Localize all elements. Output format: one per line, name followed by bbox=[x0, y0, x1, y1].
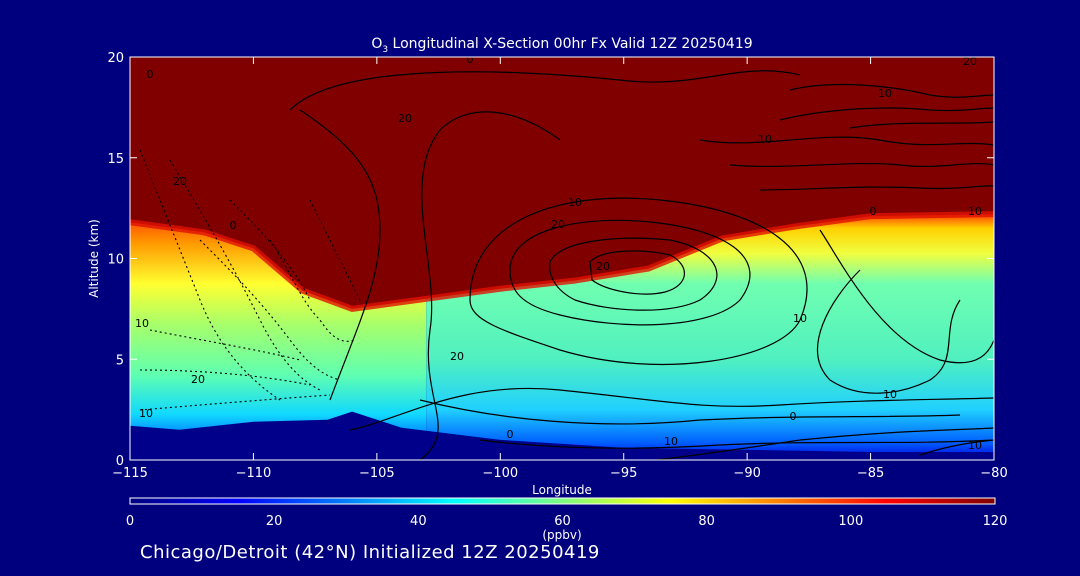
y-tick-label: 10 bbox=[107, 253, 124, 268]
contour-label: 10 bbox=[135, 317, 149, 330]
colorbar-tick-label: 80 bbox=[698, 514, 715, 529]
contour-line-dotted bbox=[169, 159, 321, 391]
colorbar-tick-label: 20 bbox=[266, 514, 283, 529]
contour-label: 20 bbox=[551, 218, 565, 231]
contour-line-dotted bbox=[139, 394, 331, 411]
contour-label: 0 bbox=[790, 410, 797, 423]
contour-label: 20 bbox=[191, 373, 205, 386]
y-tick-label: 15 bbox=[107, 152, 124, 167]
x-tick-label: −110 bbox=[236, 466, 272, 481]
y-tick-label: 0 bbox=[116, 454, 124, 469]
contour-line bbox=[779, 107, 994, 121]
contour-line bbox=[419, 399, 961, 425]
contour-line-dotted bbox=[139, 369, 311, 386]
contour-label: 20 bbox=[173, 175, 187, 188]
colorbar-label: (ppbv) bbox=[542, 528, 581, 542]
x-tick-label: −95 bbox=[610, 466, 637, 481]
contour-line bbox=[289, 70, 801, 111]
contour-line bbox=[817, 269, 961, 394]
contour-line bbox=[699, 136, 994, 146]
contour-label: 10 bbox=[664, 435, 678, 448]
contour-label: 10 bbox=[883, 388, 897, 401]
contour-line bbox=[419, 111, 561, 460]
contour-line bbox=[849, 121, 994, 129]
contour-line-dotted bbox=[149, 329, 301, 361]
contour-label: 10 bbox=[793, 312, 807, 325]
contour-label: 0 bbox=[870, 205, 877, 218]
contour-line bbox=[479, 439, 994, 449]
contour-label: 0 bbox=[230, 219, 237, 232]
contour-label: 10 bbox=[968, 439, 982, 452]
y-tick-label: 20 bbox=[107, 51, 124, 66]
y-axis-label: Altitude (km) bbox=[87, 219, 101, 298]
contour-line bbox=[819, 229, 994, 364]
x-tick-label: −90 bbox=[733, 466, 760, 481]
contour-line bbox=[509, 219, 751, 326]
contour-label: 10 bbox=[568, 196, 582, 209]
contour-label: 20 bbox=[450, 350, 464, 363]
contour-line bbox=[759, 185, 994, 191]
colorbar bbox=[129, 497, 996, 505]
contour-line bbox=[469, 197, 808, 365]
contour-label: 10 bbox=[878, 87, 892, 100]
contour-line-dotted bbox=[139, 149, 281, 401]
colorbar-tick-label: 40 bbox=[410, 514, 427, 529]
contour-line bbox=[349, 387, 994, 431]
colorbar-tick-label: 60 bbox=[554, 514, 571, 529]
y-tick-label: 5 bbox=[116, 353, 124, 368]
contour-label: 10 bbox=[758, 133, 772, 146]
x-axis-label: Longitude bbox=[532, 483, 592, 497]
colorbar-tick-label: 100 bbox=[838, 514, 863, 529]
contour-line bbox=[650, 427, 994, 460]
x-tick-label: −105 bbox=[359, 466, 395, 481]
contour-line bbox=[729, 162, 994, 168]
colorbar-tick-label: 0 bbox=[126, 514, 134, 529]
contour-label: 10 bbox=[139, 407, 153, 420]
transition-band bbox=[130, 211, 994, 312]
contour-label: 0 bbox=[507, 428, 514, 441]
contour-label: 0 bbox=[467, 53, 474, 66]
contour-line bbox=[299, 109, 381, 401]
x-tick-label: −85 bbox=[857, 466, 884, 481]
x-tick-label: −100 bbox=[482, 466, 518, 481]
contour-label: 10 bbox=[968, 205, 982, 218]
contour-label: 0 bbox=[147, 68, 154, 81]
contour-label: 20 bbox=[963, 55, 977, 68]
chart-title: O3 Longitudinal X-Section 00hr Fx Valid … bbox=[371, 36, 752, 55]
high-ozone-region bbox=[130, 57, 994, 309]
contour-line bbox=[589, 250, 685, 295]
surface-low-ozone bbox=[130, 411, 994, 460]
colorbar-tick-label: 120 bbox=[983, 514, 1008, 529]
contour-line bbox=[789, 83, 994, 98]
footer-caption: Chicago/Detroit (42°N) Initialized 12Z 2… bbox=[140, 542, 600, 563]
contour-label: 20 bbox=[596, 260, 610, 273]
x-tick-label: −80 bbox=[980, 466, 1007, 481]
contour-line bbox=[549, 237, 718, 311]
contour-line bbox=[919, 439, 994, 456]
x-tick-label: −115 bbox=[112, 466, 148, 481]
contour-label: 20 bbox=[398, 112, 412, 125]
